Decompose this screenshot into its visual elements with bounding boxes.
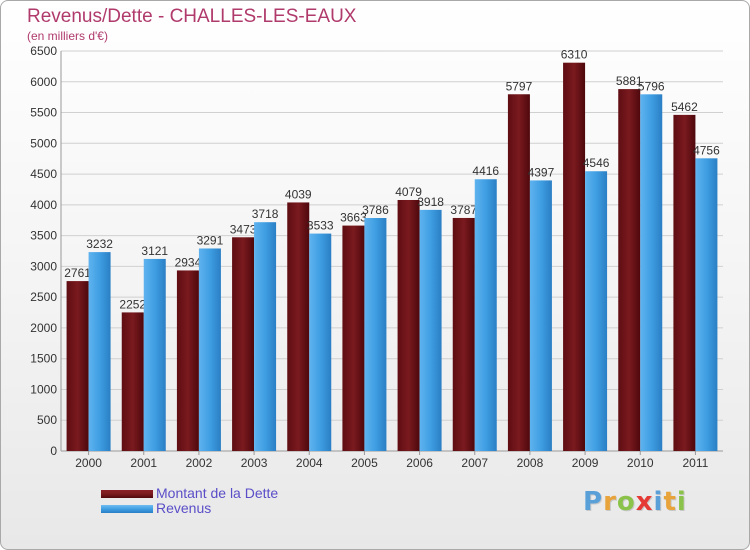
y-tick-label: 5500: [30, 106, 57, 120]
value-label-revenus: 4397: [528, 165, 555, 179]
value-label-revenus: 3121: [141, 244, 168, 258]
logo-letter: P: [583, 487, 604, 517]
bar-dette: [618, 89, 641, 451]
bar-revenus: [309, 233, 332, 451]
bar-dette: [397, 199, 420, 451]
y-tick-label: 6500: [30, 44, 57, 58]
bar-revenus: [585, 171, 608, 451]
value-label-revenus: 4546: [583, 156, 610, 170]
legend-label-dette: Montant de la Dette: [156, 485, 279, 501]
bar-dette: [66, 281, 89, 451]
value-label-dette: 3787: [450, 203, 477, 217]
value-label-revenus: 3232: [86, 237, 113, 251]
y-tick-label: 3500: [30, 229, 57, 243]
bar-dette: [563, 62, 586, 451]
bar-revenus: [88, 252, 111, 451]
x-tick-label: 2000: [75, 456, 102, 470]
bar-dette: [452, 217, 475, 451]
y-tick-label: 4500: [30, 167, 57, 181]
value-label-dette: 5462: [671, 100, 698, 114]
value-label-revenus: 4416: [472, 164, 499, 178]
bar-dette: [673, 114, 696, 451]
bar-revenus: [640, 94, 663, 452]
bar-revenus: [695, 158, 718, 452]
x-tick-label: 2007: [461, 456, 488, 470]
x-tick-label: 2001: [130, 456, 157, 470]
y-tick-label: 2500: [30, 290, 57, 304]
y-tick-label: 1500: [30, 352, 57, 366]
bar-revenus: [529, 180, 552, 451]
logo-letter: o: [616, 487, 636, 517]
legend-label-revenus: Revenus: [156, 500, 212, 516]
bar-dette: [176, 270, 199, 451]
logo-letter: x: [635, 487, 654, 517]
y-tick-label: 1000: [30, 382, 57, 396]
x-tick-label: 2009: [572, 456, 599, 470]
logo-letter: i: [653, 487, 664, 517]
value-label-dette: 2252: [119, 297, 146, 311]
value-label-dette: 6310: [561, 48, 588, 62]
value-label-revenus: 5796: [638, 79, 665, 93]
chart-title: Revenus/Dette - CHALLES-LES-EAUX: [27, 6, 357, 27]
y-tick-label: 4000: [30, 198, 57, 212]
value-label-dette: 4039: [285, 187, 312, 201]
y-tick-label: 6000: [30, 75, 57, 89]
logo-letter: i: [676, 487, 687, 517]
value-label-dette: 3663: [340, 211, 367, 225]
x-tick-label: 2003: [241, 456, 268, 470]
bar-revenus: [364, 218, 387, 451]
value-label-revenus: 4756: [693, 143, 720, 157]
y-tick-label: 500: [37, 413, 57, 427]
bar-revenus: [419, 209, 442, 451]
value-label-dette: 3473: [230, 222, 257, 236]
bar-dette: [507, 94, 530, 451]
value-label-dette: 2761: [64, 266, 91, 280]
legend-swatch-dette: [101, 490, 153, 499]
bar-dette: [121, 312, 144, 451]
legend-item-dette: Montant de la Dette: [101, 486, 278, 501]
bar-dette: [342, 225, 365, 451]
value-label-dette: 2934: [175, 255, 202, 269]
value-label-dette: 5797: [506, 79, 533, 93]
bar-revenus: [254, 222, 277, 451]
value-label-dette: 4079: [395, 185, 422, 199]
chart-subtitle: (en milliers d'€): [27, 29, 108, 43]
value-label-revenus: 3918: [417, 195, 444, 209]
y-tick-label: 5000: [30, 136, 57, 150]
proxiti-logo: Proxiti: [583, 487, 687, 517]
value-label-revenus: 3533: [307, 219, 334, 233]
bar-dette: [287, 202, 310, 451]
y-tick-label: 0: [50, 444, 57, 458]
chart-legend: Montant de la Dette Revenus: [101, 486, 278, 516]
value-label-revenus: 3786: [362, 203, 389, 217]
logo-letter: r: [603, 487, 617, 517]
x-tick-label: 2008: [517, 456, 544, 470]
x-tick-label: 2010: [627, 456, 654, 470]
x-tick-label: 2002: [186, 456, 213, 470]
bar-revenus: [474, 179, 497, 451]
bar-dette: [232, 237, 255, 451]
bar-revenus: [198, 248, 221, 451]
bar-revenus: [143, 258, 166, 451]
value-label-dette: 5881: [616, 74, 643, 88]
x-tick-label: 2006: [406, 456, 433, 470]
legend-swatch-revenus: [101, 505, 153, 514]
legend-item-revenus: Revenus: [101, 501, 278, 516]
y-tick-label: 3000: [30, 259, 57, 273]
x-tick-label: 2011: [683, 456, 709, 470]
x-tick-label: 2005: [351, 456, 378, 470]
value-label-revenus: 3291: [197, 233, 224, 247]
logo-letter: t: [663, 487, 677, 517]
y-tick-label: 2000: [30, 321, 57, 335]
x-tick-label: 2004: [296, 456, 323, 470]
value-label-revenus: 3718: [252, 207, 279, 221]
